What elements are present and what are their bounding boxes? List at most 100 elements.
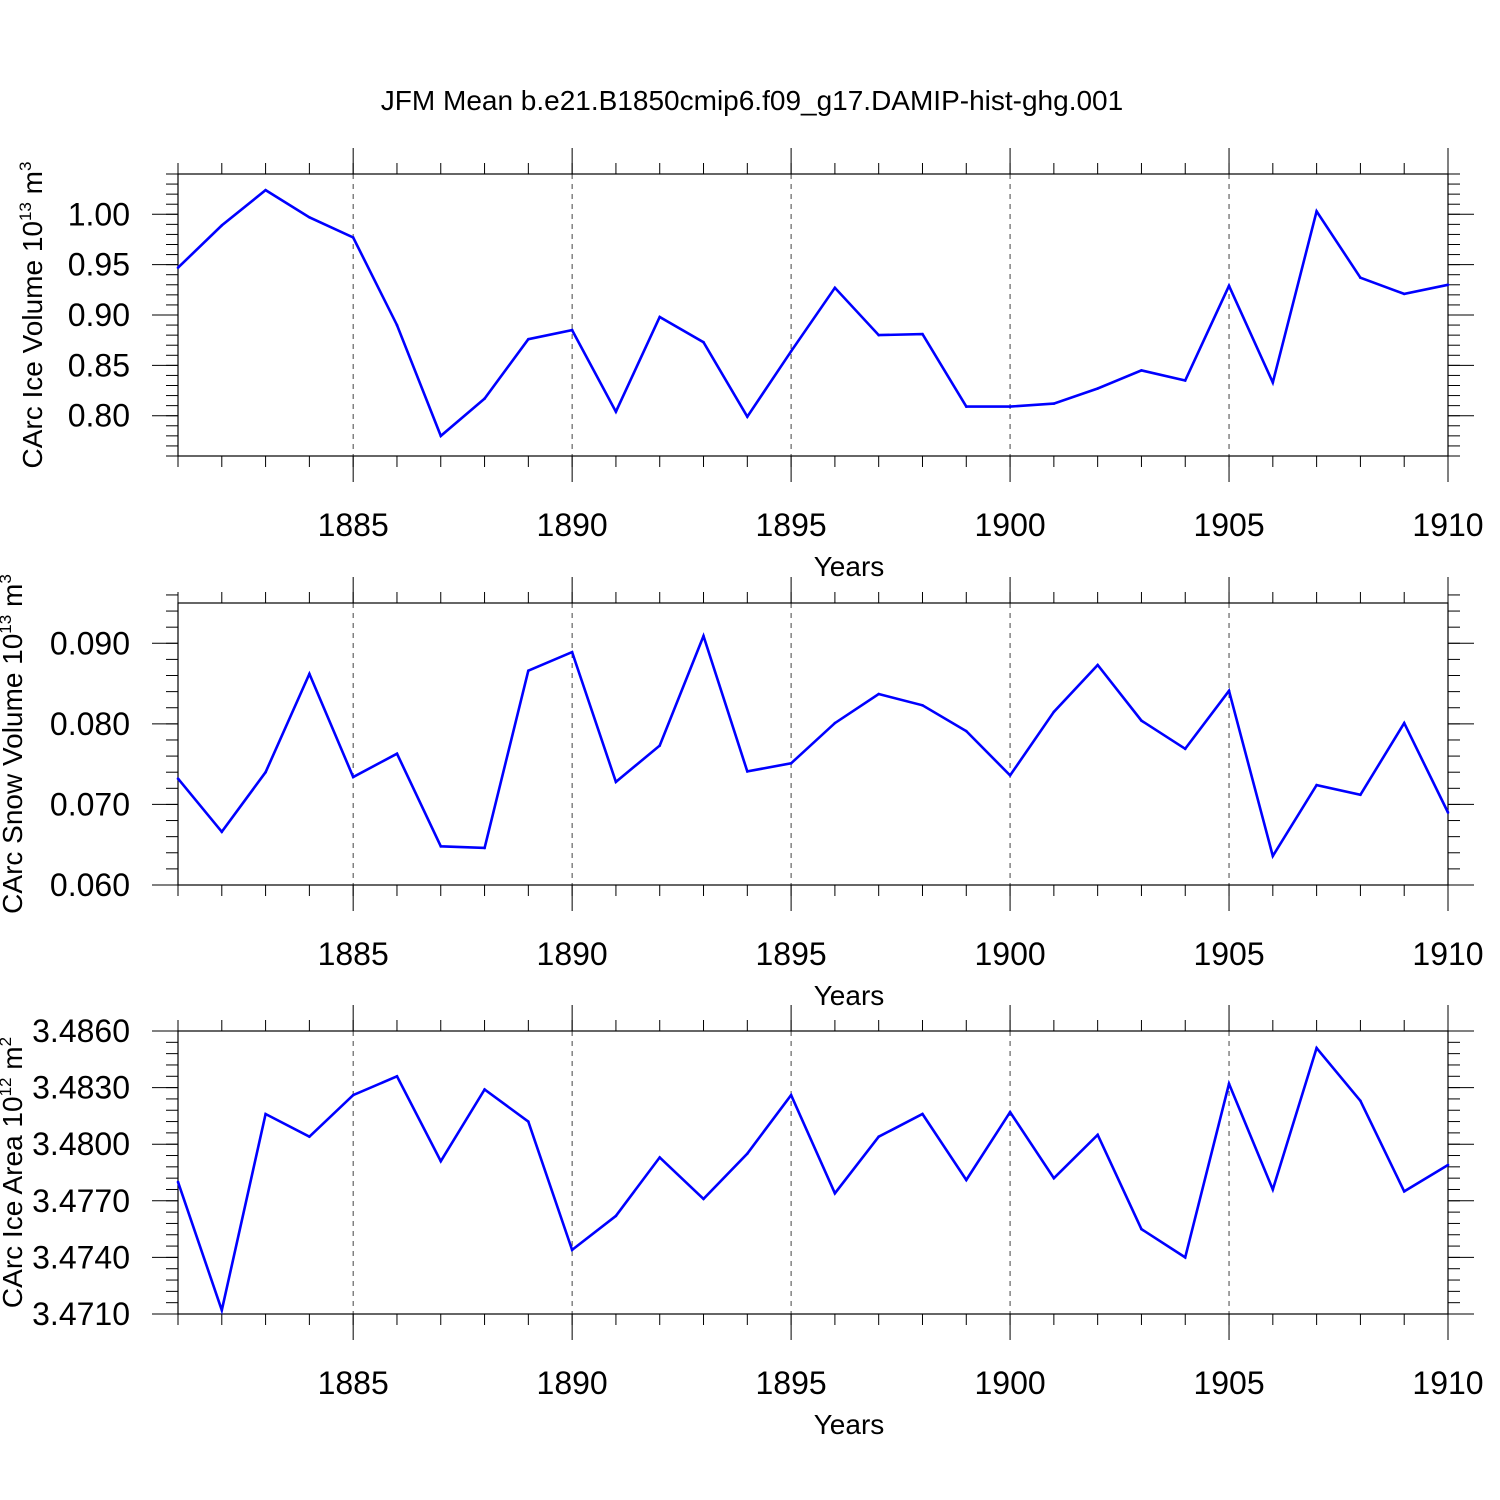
data-point <box>527 669 530 672</box>
data-point <box>1096 663 1099 667</box>
data-point <box>702 340 705 344</box>
data-point <box>1402 721 1406 725</box>
x-tick-label: 1910 <box>1412 936 1483 972</box>
data-point <box>1315 783 1318 787</box>
data-point <box>921 704 924 707</box>
y-tick-label: 3.4860 <box>32 1013 130 1049</box>
data-point <box>1140 369 1143 372</box>
panels: 1885 1890 1895 1900 1905 1910 0.80 0.85 0.90 0.95… <box>0 148 1484 1440</box>
x-axis-title: Years <box>814 980 885 1011</box>
data-point <box>1183 379 1187 382</box>
data-point <box>833 1191 837 1195</box>
y-axis-title-ylabel-unit-sup: 3 <box>16 162 35 171</box>
data-point <box>439 1159 443 1163</box>
x-tick-label: 1890 <box>537 936 608 972</box>
figure-title: JFM Mean b.e21.B1850cmip6.f09_g17.DAMIP-… <box>381 85 1123 116</box>
y-axis-title-ylabel: CArc Ice Volume 10 <box>17 221 48 468</box>
data-point <box>614 780 618 784</box>
y-tick-label: 1.00 <box>68 196 130 232</box>
data-point <box>395 323 399 327</box>
data-point <box>964 405 968 408</box>
series-line <box>176 632 1450 860</box>
y-axis-title-ylabel-sup: 13 <box>16 202 35 221</box>
data-point <box>439 845 443 848</box>
y-axis-title-ylabel: CArc Snow Volume 10 <box>0 634 28 914</box>
data-point <box>1227 1082 1231 1086</box>
data-point <box>746 770 749 773</box>
series-line <box>177 188 1449 439</box>
x-tick-label: 1890 <box>537 507 608 543</box>
y-axis-title-ylabel-unit-sup: 3 <box>0 574 15 583</box>
data-point <box>439 434 443 438</box>
data-point <box>1315 1046 1318 1050</box>
x-tick-label: 1885 <box>318 1365 389 1401</box>
data-point <box>527 337 530 341</box>
data-point <box>1359 276 1362 280</box>
data-point <box>746 1152 749 1155</box>
y-axis-title-ylabel: CArc Ice Area 10 <box>0 1096 28 1308</box>
data-point <box>220 1308 224 1312</box>
data-point <box>351 236 355 239</box>
data-point <box>176 266 180 269</box>
data-point <box>176 777 180 780</box>
x-axis-title: Years <box>814 1409 885 1440</box>
y-axis-title-ylabel-sup: 12 <box>0 1078 15 1097</box>
data-point <box>351 775 355 779</box>
x-tick-label: 1885 <box>318 507 389 543</box>
data-point <box>1271 381 1275 384</box>
data-point <box>1096 387 1099 390</box>
data-point <box>308 1135 311 1138</box>
data-point <box>1183 1256 1187 1259</box>
data-point <box>570 650 574 654</box>
data-point <box>964 1178 968 1182</box>
x-tick-label: 1890 <box>537 1365 608 1401</box>
data-point <box>308 672 311 676</box>
data-point <box>483 846 486 850</box>
y-tick-label: 0.090 <box>50 625 130 661</box>
data-point <box>658 744 662 747</box>
data-point <box>1183 747 1187 751</box>
data-point <box>1008 1110 1012 1114</box>
data-point <box>1446 283 1450 287</box>
data-point <box>1402 292 1406 296</box>
data-point <box>658 315 662 319</box>
data-point <box>789 349 793 353</box>
panel-3: 1885 1890 1895 1900 1905 1910 3.4710 3.4740 3.47… <box>0 1005 1484 1440</box>
data-point <box>1271 854 1275 858</box>
data-point <box>395 752 399 755</box>
x-tick-label: 1895 <box>756 507 827 543</box>
y-tick-label: 0.070 <box>50 786 130 822</box>
data-point <box>1052 710 1056 714</box>
data-point <box>176 1180 180 1184</box>
data-point <box>220 224 224 227</box>
panel-1: 1885 1890 1895 1900 1905 1910 0.80 0.85 0.90 0.95… <box>16 148 1484 582</box>
data-point <box>921 1112 924 1116</box>
data-point <box>264 188 267 192</box>
y-tick-label: 3.4800 <box>32 1126 130 1162</box>
y-tick-label: 0.85 <box>68 347 130 383</box>
data-point <box>1140 1227 1143 1231</box>
data-point <box>1052 402 1056 405</box>
data-point <box>570 1248 574 1252</box>
x-tick-label: 1910 <box>1412 1365 1483 1401</box>
data-point <box>483 1088 486 1091</box>
data-point <box>921 332 924 336</box>
data-point <box>1140 719 1143 722</box>
data-point <box>351 1093 355 1097</box>
data-point <box>220 830 224 834</box>
y-tick-label: 0.90 <box>68 297 130 333</box>
data-point <box>1315 209 1318 213</box>
data-point <box>527 1120 530 1123</box>
y-tick-label: 0.80 <box>68 398 130 434</box>
data-point <box>877 692 880 696</box>
x-axis-title: Years <box>814 551 885 582</box>
data-point <box>658 1156 662 1159</box>
data-point <box>789 1093 793 1097</box>
x-tick-label: 1895 <box>756 936 827 972</box>
data-point <box>1402 1190 1406 1193</box>
data-point <box>1227 284 1231 288</box>
x-tick-label: 1905 <box>1193 507 1264 543</box>
data-point <box>264 1112 267 1116</box>
data-point <box>746 415 749 419</box>
x-tick-label: 1900 <box>974 1365 1045 1401</box>
